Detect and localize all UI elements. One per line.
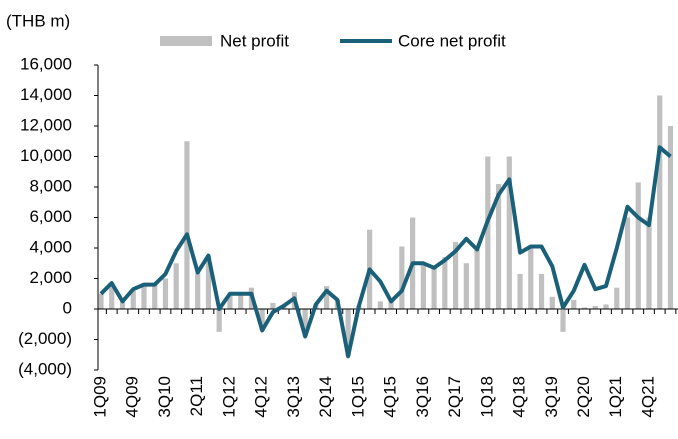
x-tick-label: 1Q18 [477, 376, 496, 418]
bar [109, 284, 115, 309]
x-tick-label: 1Q09 [90, 376, 109, 418]
bar [517, 273, 523, 309]
x-tick-label: 4Q18 [510, 376, 529, 418]
x-tick-label: 3Q16 [413, 376, 432, 418]
y-tick-label: 2,000 [29, 268, 72, 287]
bar [259, 309, 265, 331]
bar [624, 217, 631, 309]
bar [227, 293, 233, 309]
bar [388, 301, 394, 309]
bar [549, 296, 555, 309]
bar [485, 156, 491, 309]
bar [614, 287, 620, 309]
bar [324, 286, 330, 309]
y-tick-label: (4,000) [18, 359, 72, 378]
y-tick-label: 8,000 [29, 176, 72, 195]
line [99, 145, 672, 359]
bar [463, 263, 469, 309]
unit-label: (THB m) [6, 11, 70, 30]
bar [560, 309, 566, 332]
x-tick-label: 2Q17 [445, 376, 464, 418]
x-tick-label: 2Q20 [574, 376, 593, 418]
y-tick-label: (2,000) [18, 329, 72, 348]
bar [302, 309, 308, 337]
y-tick-label: 0 [63, 298, 72, 317]
bar [98, 293, 104, 309]
x-tick-label: 3Q10 [155, 376, 174, 418]
legend-label: Core net profit [398, 31, 506, 50]
bar [528, 246, 534, 309]
bar [646, 217, 652, 309]
bar [581, 307, 588, 309]
bar [270, 302, 276, 309]
bar [173, 263, 179, 309]
x-tick-label: 4Q09 [123, 376, 142, 418]
y-tick-label: 4,000 [29, 237, 72, 256]
bar [216, 309, 222, 332]
x-tick-label: 4Q12 [252, 376, 271, 418]
x-tick-label: 1Q15 [348, 376, 367, 418]
bar [667, 126, 674, 309]
bar [130, 290, 136, 309]
bar [345, 309, 351, 357]
x-tick-label: 2Q14 [316, 376, 335, 418]
bar [657, 95, 663, 309]
y-tick-label: 6,000 [29, 207, 72, 226]
bar [474, 249, 480, 309]
y-tick-label: 14,000 [20, 85, 72, 104]
bar [603, 304, 609, 309]
legend-label: Net profit [220, 31, 289, 50]
bar [377, 301, 383, 309]
bar [452, 241, 459, 309]
x-tick-label: 4Q15 [381, 376, 400, 418]
bar [431, 267, 437, 309]
y-tick-label: 12,000 [20, 115, 72, 134]
bar [184, 141, 190, 309]
bar [635, 182, 641, 309]
x-tick-label: 2Q11 [187, 376, 206, 416]
bar [162, 278, 169, 309]
bar [152, 283, 158, 309]
x-tick-label: 1Q12 [219, 376, 238, 418]
x-tick-label: 1Q21 [606, 376, 625, 418]
bar [238, 293, 244, 309]
bar [592, 305, 598, 309]
y-tick-label: 10,000 [20, 146, 72, 165]
bar [205, 255, 212, 309]
bar [442, 257, 448, 309]
bar [495, 183, 502, 309]
bar [141, 283, 147, 309]
bar [119, 301, 126, 309]
y-tick-label: 16,000 [20, 54, 72, 73]
x-tick-label: 3Q19 [542, 376, 561, 418]
bar [506, 156, 512, 309]
legend-swatch [160, 36, 212, 46]
bar [420, 261, 426, 309]
x-tick-label: 3Q13 [284, 376, 303, 418]
bar [571, 299, 577, 309]
bar [399, 246, 405, 309]
x-tick-label: 4Q21 [638, 376, 657, 418]
bar [195, 272, 201, 309]
bar [538, 273, 545, 309]
